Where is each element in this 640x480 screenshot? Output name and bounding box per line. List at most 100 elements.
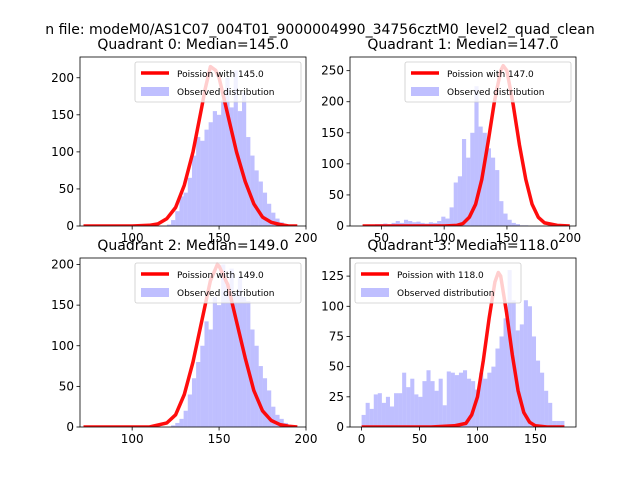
histogram-bar <box>208 122 213 226</box>
legend: Poission with 145.0 Observed distribution <box>134 61 302 103</box>
y-tick-label: 125 <box>321 269 344 283</box>
histogram-bar <box>279 418 284 427</box>
histogram-bar <box>229 268 234 427</box>
histogram-bar <box>544 390 549 427</box>
histogram-bar <box>499 201 504 226</box>
histogram-bar <box>430 381 435 427</box>
histogram-bar <box>507 270 512 427</box>
histogram-bar <box>196 137 201 226</box>
histogram-bar <box>237 276 243 427</box>
histogram-bar <box>422 381 427 427</box>
histogram-bar <box>556 420 561 427</box>
histogram-bar <box>434 390 439 427</box>
histogram-bar <box>519 324 524 427</box>
y-tick-label: 150 <box>51 298 74 312</box>
histogram-bar <box>262 378 268 427</box>
histogram-bar <box>225 77 230 226</box>
histogram-bar <box>507 219 512 226</box>
x-tick-label: 100 <box>121 231 144 245</box>
legend-hist-label: Observed distribution <box>177 289 274 299</box>
histogram-bar <box>426 370 431 427</box>
histogram-bar <box>361 414 366 427</box>
histogram-bar <box>225 284 230 427</box>
x-tick-label: 50 <box>412 432 427 446</box>
x-tick-label: 0 <box>358 432 366 446</box>
histogram-bar <box>416 221 421 226</box>
legend-box <box>134 262 302 304</box>
histogram-bar <box>503 318 508 427</box>
histogram-bar <box>254 345 259 427</box>
x-tick-label: 100 <box>121 432 144 446</box>
histogram-bar <box>216 114 222 226</box>
histogram-bar <box>267 390 272 427</box>
histogram-bar <box>166 224 172 226</box>
histogram-bar <box>191 155 197 226</box>
histogram-bar <box>212 111 217 226</box>
histogram-bar <box>410 378 415 427</box>
histogram-bar <box>271 212 276 226</box>
histogram-bar <box>204 129 209 226</box>
histogram-bar <box>495 348 500 427</box>
histogram-bar <box>377 393 382 427</box>
histogram-bar <box>212 297 217 427</box>
histogram-bar <box>229 107 234 226</box>
histogram-bar <box>428 222 433 226</box>
histogram-bar <box>445 218 450 226</box>
histogram-bar <box>467 378 472 427</box>
legend: Poission with 147.0 Observed distribution <box>404 61 572 103</box>
legend-hist-swatch <box>141 87 169 96</box>
figure-suptitle: n file: modeM0/AS1C07_004T01_9000004990_… <box>45 22 594 38</box>
histogram-bar <box>486 148 491 226</box>
histogram-bar <box>200 345 205 427</box>
histogram-bar <box>457 176 462 226</box>
y-tick-label: 50 <box>329 360 344 374</box>
y-tick-label: 250 <box>321 64 344 78</box>
quadrant-3-title: Quadrant 3: Median=118.0 <box>367 238 558 254</box>
y-tick-label: 0 <box>66 219 74 233</box>
y-tick-label: 100 <box>51 339 74 353</box>
histogram-bar <box>246 137 251 226</box>
histogram-bar <box>495 170 500 226</box>
histogram-bar <box>216 305 222 427</box>
y-tick-label: 100 <box>51 145 74 159</box>
histogram-bar <box>394 393 399 427</box>
quadrant-1-plot: Quadrant 1: Median=147.0 50 100 150 200 0 50 1… <box>321 37 581 245</box>
histogram-bar <box>491 366 496 427</box>
histogram-bar <box>531 336 537 427</box>
histogram-bar <box>450 372 455 427</box>
histogram-bar <box>412 222 417 226</box>
x-tick-label: 150 <box>208 231 231 245</box>
legend-box <box>404 61 572 103</box>
histogram-bar <box>414 394 419 427</box>
histogram-bar <box>221 264 226 427</box>
quadrant-0-title: Quadrant 0: Median=145.0 <box>97 37 288 53</box>
legend-box <box>134 61 302 103</box>
histogram-bar <box>200 140 205 226</box>
histogram-bar <box>470 132 475 226</box>
histogram-bar <box>179 418 184 427</box>
histogram-bar <box>373 394 378 427</box>
histogram-bar <box>187 394 192 427</box>
histogram-bar <box>250 155 255 226</box>
legend-line-label: Poission with 145.0 <box>177 70 264 80</box>
histogram-bar <box>474 86 479 226</box>
histogram-bar <box>446 371 451 427</box>
legend-line-label: Poission with 118.0 <box>397 271 484 281</box>
y-tick-label: 50 <box>329 188 344 202</box>
y-tick-label: 75 <box>329 329 344 343</box>
histogram-bar <box>267 203 272 226</box>
histogram-bar <box>527 306 532 427</box>
legend-hist-label: Observed distribution <box>447 88 544 98</box>
legend-hist-label: Observed distribution <box>177 88 274 98</box>
x-tick-label: 150 <box>495 231 518 245</box>
x-tick-label: 200 <box>558 231 581 245</box>
histogram-bar <box>191 378 197 427</box>
histogram-bar <box>369 408 374 427</box>
histogram-bar <box>515 224 521 226</box>
y-tick-label: 200 <box>51 258 74 272</box>
histogram-bar <box>242 92 247 226</box>
histogram-bar <box>171 220 176 226</box>
y-tick-label: 0 <box>66 420 74 434</box>
y-tick-label: 0 <box>336 420 344 434</box>
histogram-bar <box>175 422 180 427</box>
